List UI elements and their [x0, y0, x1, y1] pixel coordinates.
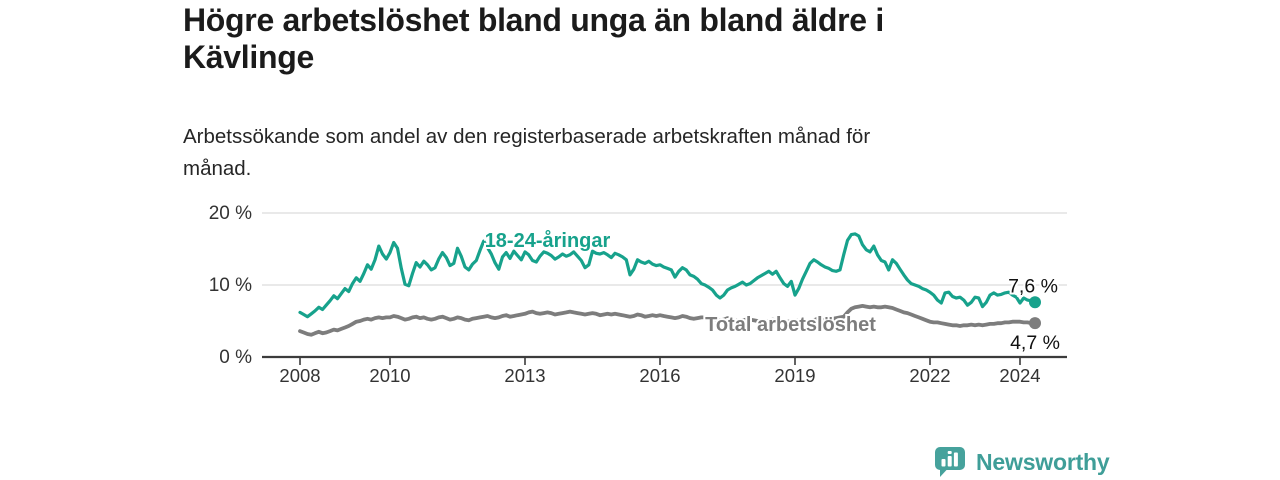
x-tick-label: 2022: [909, 365, 950, 386]
youth-line: [298, 232, 1037, 319]
y-tick-label: 20 %: [209, 203, 252, 224]
x-tick-label: 2016: [639, 365, 680, 386]
youth-end-value-label: 7,6 %: [1008, 275, 1058, 297]
total-end-dot: [1029, 317, 1041, 330]
x-tick-label: 2008: [279, 365, 320, 386]
page-subtitle-line-1: Arbetssökande som andel av den registerb…: [183, 125, 871, 148]
total-line: [298, 304, 1037, 337]
newsworthy-logo-icon: [935, 447, 965, 477]
line-chart: 2008 2010 2013 2016 2019 2022 2024 0 % 10 % 20 % 1…: [209, 203, 1067, 386]
youth-end-dot: [1029, 296, 1041, 309]
youth-series-label: 18-24-åringar: [485, 229, 611, 252]
x-tick-label: 2010: [369, 365, 410, 386]
y-tick-label: 10 %: [209, 275, 252, 296]
brand-footer: Newsworthy: [933, 445, 1110, 479]
y-tick-label: 0 %: [219, 347, 252, 368]
page-subtitle-line-2: månad.: [183, 157, 252, 180]
page-subtitle: Arbetssökande som andel av den registerb…: [183, 121, 870, 185]
x-tick-label: 2019: [774, 365, 815, 386]
page-title-line-1: Högre arbetslöshet bland unga än bland ä…: [183, 2, 884, 38]
page-title: Högre arbetslöshet bland unga än bland ä…: [183, 2, 884, 76]
page-title-line-2: Kävlinge: [183, 39, 314, 75]
x-tick-label: 2024: [999, 365, 1040, 386]
total-series-label: Total arbetslöshet: [705, 314, 876, 336]
newsworthy-logo-text: Newsworthy: [976, 448, 1110, 475]
x-tick-label: 2013: [504, 365, 545, 386]
total-end-value-label: 4,7 %: [1010, 332, 1060, 354]
